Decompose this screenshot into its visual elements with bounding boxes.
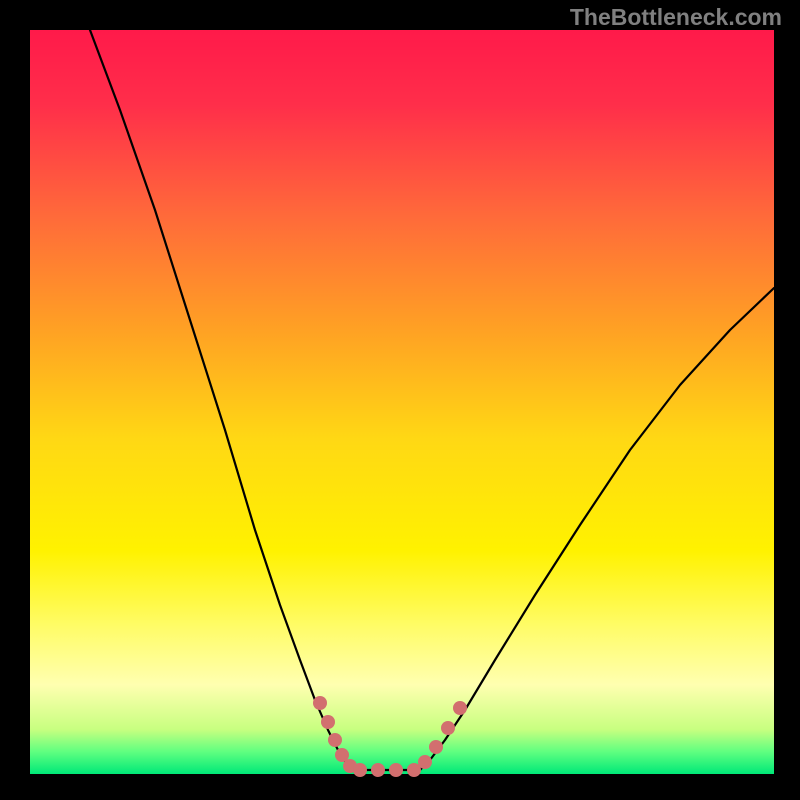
- marker-point: [389, 763, 403, 777]
- marker-point: [371, 763, 385, 777]
- curve-overlay: [0, 0, 800, 800]
- marker-point: [313, 696, 327, 710]
- marker-point: [453, 701, 467, 715]
- marker-point: [321, 715, 335, 729]
- chart-container: TheBottleneck.com: [0, 0, 800, 800]
- watermark-text: TheBottleneck.com: [570, 4, 782, 31]
- marker-point: [328, 733, 342, 747]
- marker-point: [418, 755, 432, 769]
- left-curve: [90, 30, 352, 770]
- right-curve: [420, 288, 774, 770]
- marker-point: [441, 721, 455, 735]
- marker-point: [353, 763, 367, 777]
- marker-point: [429, 740, 443, 754]
